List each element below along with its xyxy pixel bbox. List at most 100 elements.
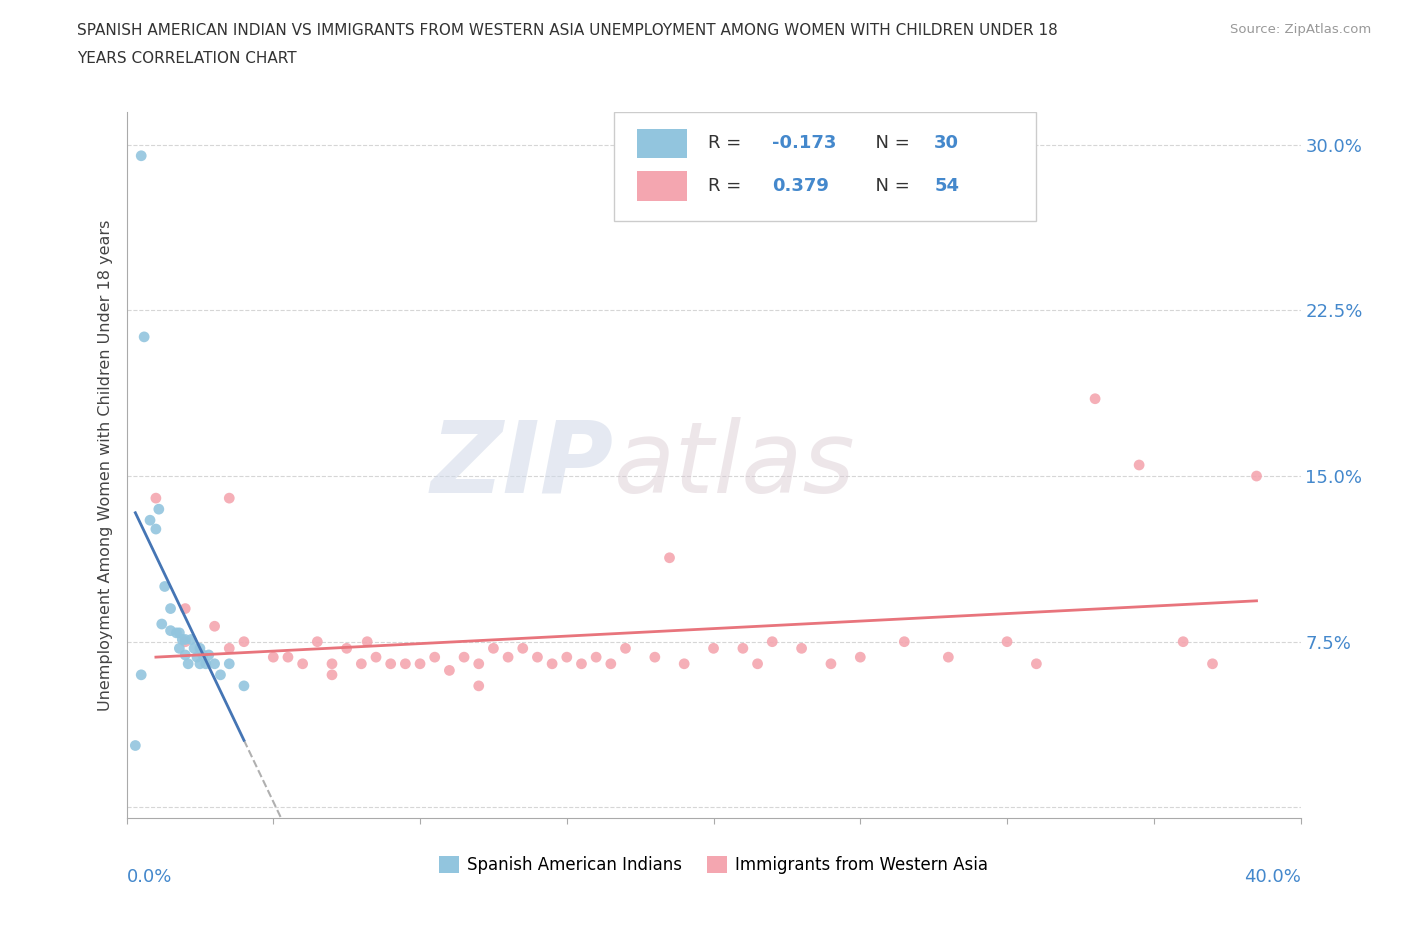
Point xyxy=(761,634,783,649)
Point xyxy=(614,641,637,656)
Point xyxy=(482,641,505,656)
Text: ZIP: ZIP xyxy=(430,417,614,513)
FancyBboxPatch shape xyxy=(614,112,1036,221)
Point xyxy=(673,657,696,671)
Point xyxy=(277,650,299,665)
Legend: Spanish American Indians, Immigrants from Western Asia: Spanish American Indians, Immigrants fro… xyxy=(432,849,995,881)
Text: -0.173: -0.173 xyxy=(772,135,837,153)
Point xyxy=(129,149,152,164)
Point xyxy=(183,641,205,656)
Point xyxy=(599,657,621,671)
Point xyxy=(893,634,915,649)
Text: 30: 30 xyxy=(934,135,959,153)
Point xyxy=(186,650,208,665)
Point xyxy=(204,618,226,633)
Text: atlas: atlas xyxy=(614,417,855,513)
Text: 40.0%: 40.0% xyxy=(1244,868,1301,886)
Text: N =: N = xyxy=(863,177,915,194)
Text: 54: 54 xyxy=(934,177,959,194)
Point xyxy=(145,491,167,506)
Point xyxy=(541,657,564,671)
Point xyxy=(512,641,534,656)
Point xyxy=(336,641,359,656)
Point xyxy=(364,650,387,665)
Point xyxy=(209,668,232,683)
Point xyxy=(350,657,373,671)
FancyBboxPatch shape xyxy=(637,128,686,158)
Point xyxy=(188,641,211,656)
Point xyxy=(172,632,194,647)
Text: R =: R = xyxy=(707,135,747,153)
Point xyxy=(188,657,211,671)
Point xyxy=(191,647,214,662)
Point xyxy=(1201,657,1223,671)
Point xyxy=(148,502,170,517)
Point xyxy=(150,617,173,631)
Point xyxy=(307,634,329,649)
Point xyxy=(1084,392,1107,406)
Point xyxy=(409,657,432,671)
Point xyxy=(1128,458,1150,472)
Point xyxy=(233,634,256,649)
Point xyxy=(453,650,475,665)
Point xyxy=(233,679,256,694)
Point xyxy=(467,679,489,694)
Point xyxy=(177,657,200,671)
Point xyxy=(174,647,197,662)
Point xyxy=(145,522,167,537)
Point xyxy=(731,641,754,656)
Text: R =: R = xyxy=(707,177,747,194)
Text: SPANISH AMERICAN INDIAN VS IMMIGRANTS FROM WESTERN ASIA UNEMPLOYMENT AMONG WOMEN: SPANISH AMERICAN INDIAN VS IMMIGRANTS FR… xyxy=(77,23,1059,38)
Point xyxy=(526,650,548,665)
Point xyxy=(849,650,872,665)
Point xyxy=(174,632,197,647)
Point xyxy=(496,650,519,665)
Point xyxy=(197,647,219,662)
Point xyxy=(555,650,578,665)
Text: Source: ZipAtlas.com: Source: ZipAtlas.com xyxy=(1230,23,1371,36)
Point xyxy=(571,657,593,671)
Point xyxy=(1246,469,1268,484)
Point xyxy=(585,650,607,665)
Point xyxy=(1171,634,1194,649)
Point xyxy=(134,329,156,344)
Point xyxy=(262,650,284,665)
Point xyxy=(995,634,1018,649)
Text: 0.0%: 0.0% xyxy=(127,868,172,886)
Point xyxy=(194,657,217,671)
Point xyxy=(174,634,197,649)
Point xyxy=(180,632,202,647)
Point xyxy=(139,512,162,527)
Point xyxy=(938,650,960,665)
Point xyxy=(423,650,446,665)
Point xyxy=(169,641,191,656)
Point xyxy=(380,657,402,671)
Text: N =: N = xyxy=(863,135,915,153)
Point xyxy=(159,623,181,638)
Text: YEARS CORRELATION CHART: YEARS CORRELATION CHART xyxy=(77,51,297,66)
Point xyxy=(394,657,416,671)
Point xyxy=(169,626,191,641)
Y-axis label: Unemployment Among Women with Children Under 18 years: Unemployment Among Women with Children U… xyxy=(98,219,114,711)
Point xyxy=(218,641,240,656)
Point xyxy=(439,663,461,678)
Point xyxy=(702,641,725,656)
Point xyxy=(644,650,666,665)
Point xyxy=(129,668,152,683)
Point xyxy=(153,579,176,594)
Point xyxy=(658,551,681,565)
Point xyxy=(321,657,343,671)
Point xyxy=(174,601,197,616)
Point xyxy=(218,657,240,671)
Point xyxy=(467,657,489,671)
Point xyxy=(1025,657,1047,671)
Point xyxy=(204,657,226,671)
Point xyxy=(291,657,314,671)
Point xyxy=(218,491,240,506)
Point xyxy=(790,641,813,656)
Text: 0.379: 0.379 xyxy=(772,177,830,194)
FancyBboxPatch shape xyxy=(637,171,686,201)
Point xyxy=(356,634,378,649)
Point xyxy=(747,657,769,671)
Point xyxy=(124,738,146,753)
